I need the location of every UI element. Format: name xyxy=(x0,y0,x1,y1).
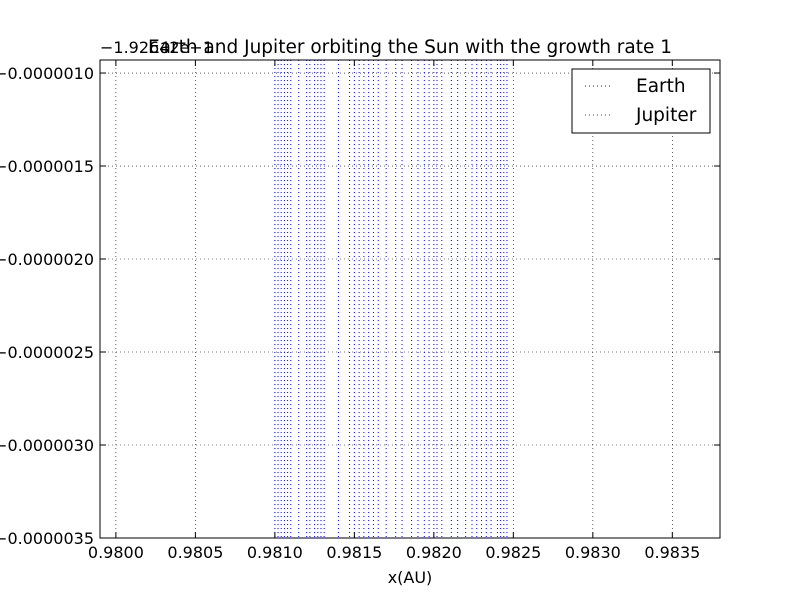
y-tick-label: −0.0000010 xyxy=(0,64,94,83)
x-tick-label: 0.9835 xyxy=(644,543,700,562)
legend-jupiter-label: Jupiter xyxy=(635,105,697,126)
x-tick-label: 0.9810 xyxy=(247,543,303,562)
x-tick-label: 0.9805 xyxy=(167,543,223,562)
legend-box xyxy=(571,68,711,134)
x-axis-label: x(AU) xyxy=(388,568,433,587)
plot-frame xyxy=(99,59,721,539)
y-tick-label: −0.0000020 xyxy=(0,250,94,269)
x-tick-label: 0.9830 xyxy=(565,543,621,562)
chart-title: Earth and Jupiter orbiting the Sun with … xyxy=(148,37,672,58)
x-tick-label: 0.9800 xyxy=(88,543,144,562)
x-tick-label: 0.9815 xyxy=(326,543,382,562)
legend: Earth Jupiter xyxy=(571,68,711,134)
x-tick-label: 0.9820 xyxy=(406,543,462,562)
y-tick-label: −0.0000025 xyxy=(0,343,94,362)
y-tick-label: −0.0000030 xyxy=(0,436,94,455)
y-tick-label: −0.0000035 xyxy=(0,529,94,548)
legend-earth-label: Earth xyxy=(636,76,686,97)
x-tick-label: 0.9825 xyxy=(485,543,541,562)
y-tick-label: −0.0000015 xyxy=(0,157,94,176)
axis-ticks: 0.9800 0.9805 0.9810 0.9815 0.9820 0.9825 0.98… xyxy=(0,60,720,562)
y-offset-text: −1.92642e−1 xyxy=(100,38,213,57)
